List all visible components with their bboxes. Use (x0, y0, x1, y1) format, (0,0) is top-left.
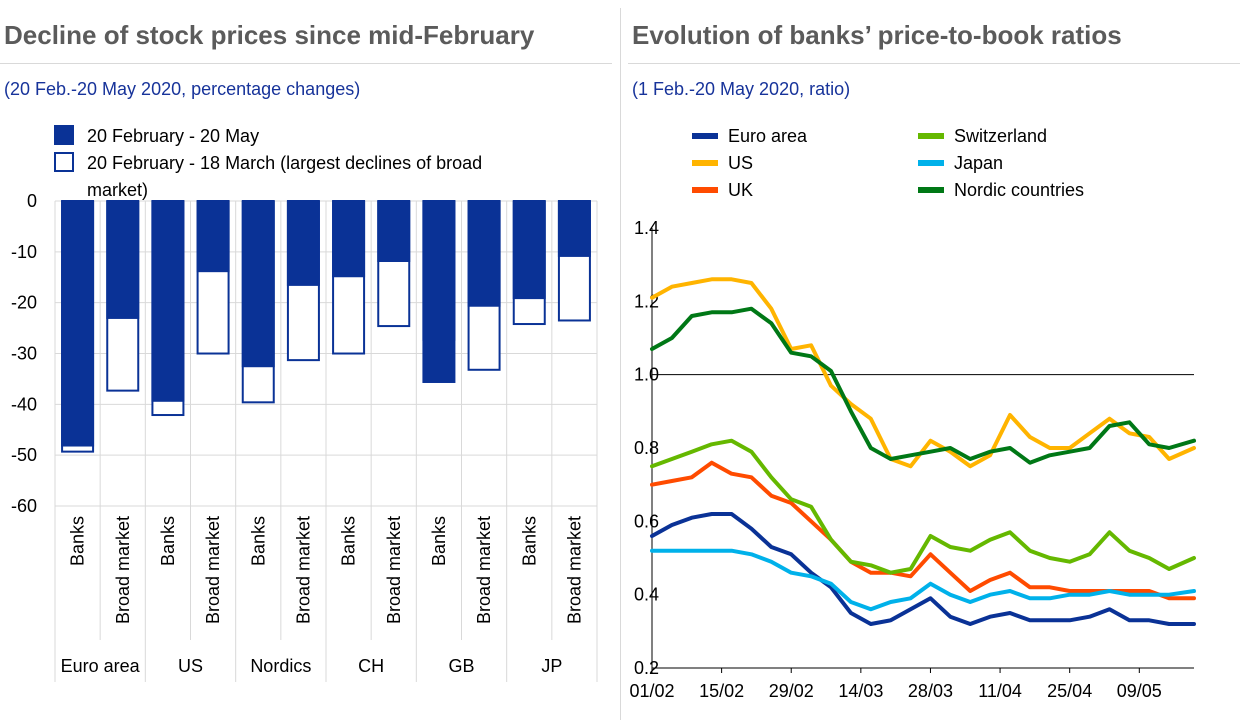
y-tick-label: 0 (27, 191, 37, 211)
bar-category-label: Broad market (564, 516, 584, 624)
bar-category-label: Banks (339, 516, 359, 566)
panel-divider (620, 8, 621, 720)
group-label: GB (448, 656, 474, 676)
legend-label-nordic: Nordic countries (954, 180, 1084, 200)
series-line-uk (650, 460, 1196, 601)
bar-category-label: Banks (68, 516, 88, 566)
bar-filled (106, 201, 140, 319)
legend-label: 20 February - 18 March (largest declines… (87, 153, 482, 173)
y-tick-label: 0.6 (634, 511, 659, 531)
x-tick-label: 15/02 (699, 681, 744, 701)
legend-label-us: US (728, 153, 753, 173)
bar-category-label: Broad market (203, 516, 223, 624)
series-line-switzerland (650, 438, 1196, 575)
right-panel: Evolution of banks’ price-to-book ratios… (628, 0, 1240, 726)
right-title-rule (628, 63, 1240, 64)
y-tick-label: 0.4 (634, 585, 659, 605)
bar-filled (151, 201, 185, 402)
bar-filled (196, 201, 230, 273)
y-tick-label: 1.0 (634, 365, 659, 385)
series-line-us (650, 277, 1196, 469)
group-label: CH (358, 656, 384, 676)
y-tick-label: -20 (11, 293, 37, 313)
x-tick-label: 01/02 (629, 681, 674, 701)
legend-label: 20 February - 20 May (87, 126, 259, 146)
bar-category-label: Banks (519, 516, 539, 566)
x-tick-label: 25/04 (1047, 681, 1092, 701)
series-line-euro_area (650, 512, 1196, 626)
series-line-nordic (650, 306, 1196, 465)
y-tick-label: 0.2 (634, 658, 659, 678)
left-subtitle: (20 Feb.-20 May 2020, percentage changes… (4, 79, 361, 99)
bar-filled (557, 201, 591, 257)
bar-filled (286, 201, 320, 286)
bar-filled (61, 201, 95, 447)
x-tick-label: 29/02 (769, 681, 814, 701)
bar-filled (467, 201, 501, 307)
x-tick-label: 09/05 (1117, 681, 1162, 701)
bar-chart: 20 February - 20 May 20 February - 18 Mar… (11, 125, 598, 682)
legend-label-switzerland: Switzerland (954, 126, 1047, 146)
bar-category-label: Broad market (113, 516, 133, 624)
bar-filled (512, 201, 546, 300)
bar-category-label: Banks (248, 516, 268, 566)
legend-swatch-outline (54, 152, 74, 172)
bar-category-label: Broad market (384, 516, 404, 624)
x-tick-label: 14/03 (838, 681, 883, 701)
left-title-rule (0, 63, 612, 64)
legend-swatch-filled (54, 125, 74, 145)
bar-filled (332, 201, 366, 278)
y-tick-label: 0.8 (634, 438, 659, 458)
y-tick-label: -30 (11, 344, 37, 364)
right-subtitle: (1 Feb.-20 May 2020, ratio) (632, 79, 851, 99)
legend-label-euro_area: Euro area (728, 126, 808, 146)
legend-label-uk: UK (728, 180, 753, 200)
y-tick-label: -50 (11, 445, 37, 465)
bar-category-label: Broad market (474, 516, 494, 624)
line-chart: Euro area US UK Switzerland Japan Nordic coun… (629, 126, 1196, 701)
y-tick-label: -10 (11, 242, 37, 262)
bar-filled (241, 201, 275, 368)
right-title: Evolution of banks’ price-to-book ratios (632, 20, 1122, 50)
bar-category-label: Broad market (293, 516, 313, 624)
y-tick-label: -40 (11, 394, 37, 414)
y-tick-label: -60 (11, 496, 37, 516)
legend-label-line2: market) (87, 180, 148, 200)
group-label: JP (541, 656, 562, 676)
bar-filled (377, 201, 411, 262)
bar-filled (422, 201, 456, 383)
series-line-japan (650, 548, 1196, 612)
left-title: Decline of stock prices since mid-Februa… (4, 20, 535, 50)
x-tick-label: 11/04 (978, 681, 1022, 701)
bar-category-label: Banks (429, 516, 449, 566)
x-tick-label: 28/03 (908, 681, 953, 701)
legend-label-japan: Japan (954, 153, 1003, 173)
group-label: Nordics (250, 656, 311, 676)
group-label: Euro area (61, 656, 141, 676)
group-label: US (178, 656, 203, 676)
y-tick-label: 1.4 (634, 218, 659, 238)
bar-category-label: Banks (158, 516, 178, 566)
left-panel: Decline of stock prices since mid-Februa… (0, 0, 612, 726)
